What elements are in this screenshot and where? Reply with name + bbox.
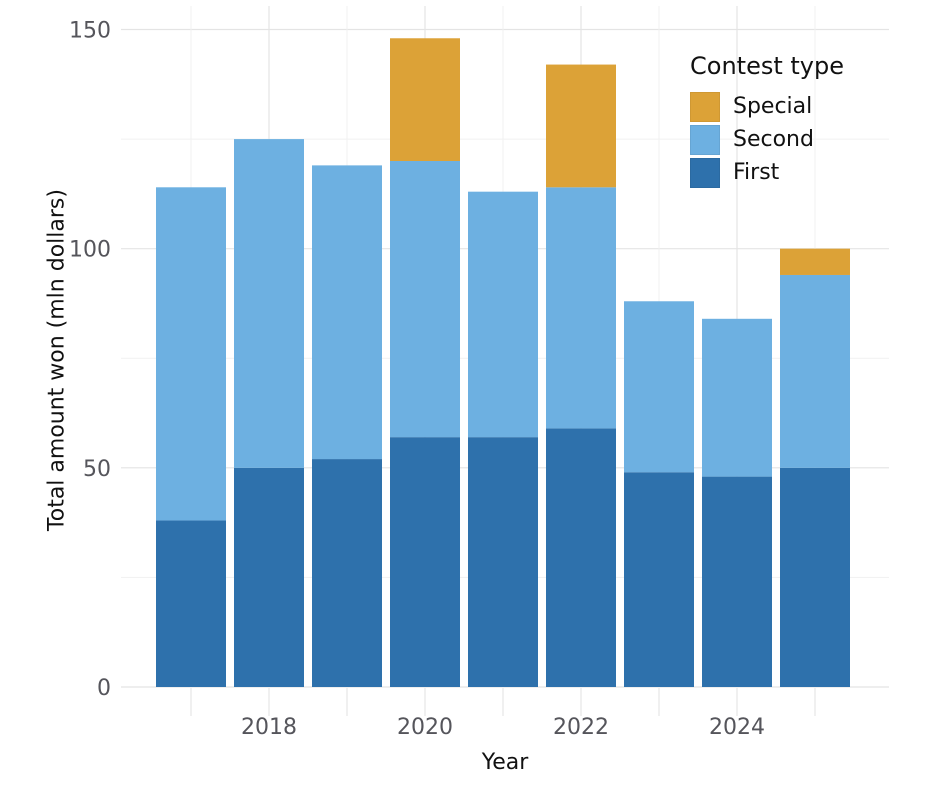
x-axis-title: Year [481,750,529,775]
legend-swatch-special [690,91,720,122]
bar-2025-special [780,248,850,275]
bar-2022-first [546,428,616,687]
bar-2022-second [546,187,616,429]
bar-2025-first [780,467,850,687]
legend: Contest type Special Second First [690,52,844,190]
bar-2020-first [390,437,460,687]
y-tick-label: 100 [69,238,111,263]
bar-2023-first [624,472,694,687]
bar-2024-second [702,318,772,477]
bar-2021-first [468,437,538,687]
bar-2017-first [156,520,226,687]
y-tick-label: 0 [97,676,111,701]
bar-2019-first [312,459,382,687]
legend-item-first: First [690,157,844,188]
legend-item-special: Special [690,91,844,122]
y-tick-label: 150 [69,19,111,44]
bar-2018-second [234,139,304,468]
bar-2019-second [312,165,382,460]
legend-label-first: First [733,160,780,185]
bar-2017-second [156,187,226,521]
bar-2023-second [624,301,694,473]
y-tick-label: 50 [83,457,111,482]
x-tick-label: 2024 [709,715,765,740]
legend-label-second: Second [733,127,814,152]
legend-label-special: Special [733,94,813,119]
bar-2024-first [702,476,772,687]
x-tick-label: 2022 [553,715,609,740]
legend-swatch-first [690,157,720,188]
bar-2020-second [390,161,460,438]
legend-swatch-second [690,124,720,155]
y-axis-title: Total amount won (mln dollars) [44,189,70,531]
bar-2025-second [780,274,850,468]
legend-title: Contest type [690,52,844,80]
x-tick-label: 2018 [241,715,297,740]
x-tick-label: 2020 [397,715,453,740]
bar-2022-special [546,64,616,188]
legend-item-second: Second [690,124,844,155]
bar-2018-first [234,467,304,687]
bar-2020-special [390,38,460,162]
bar-2021-second [468,191,538,438]
